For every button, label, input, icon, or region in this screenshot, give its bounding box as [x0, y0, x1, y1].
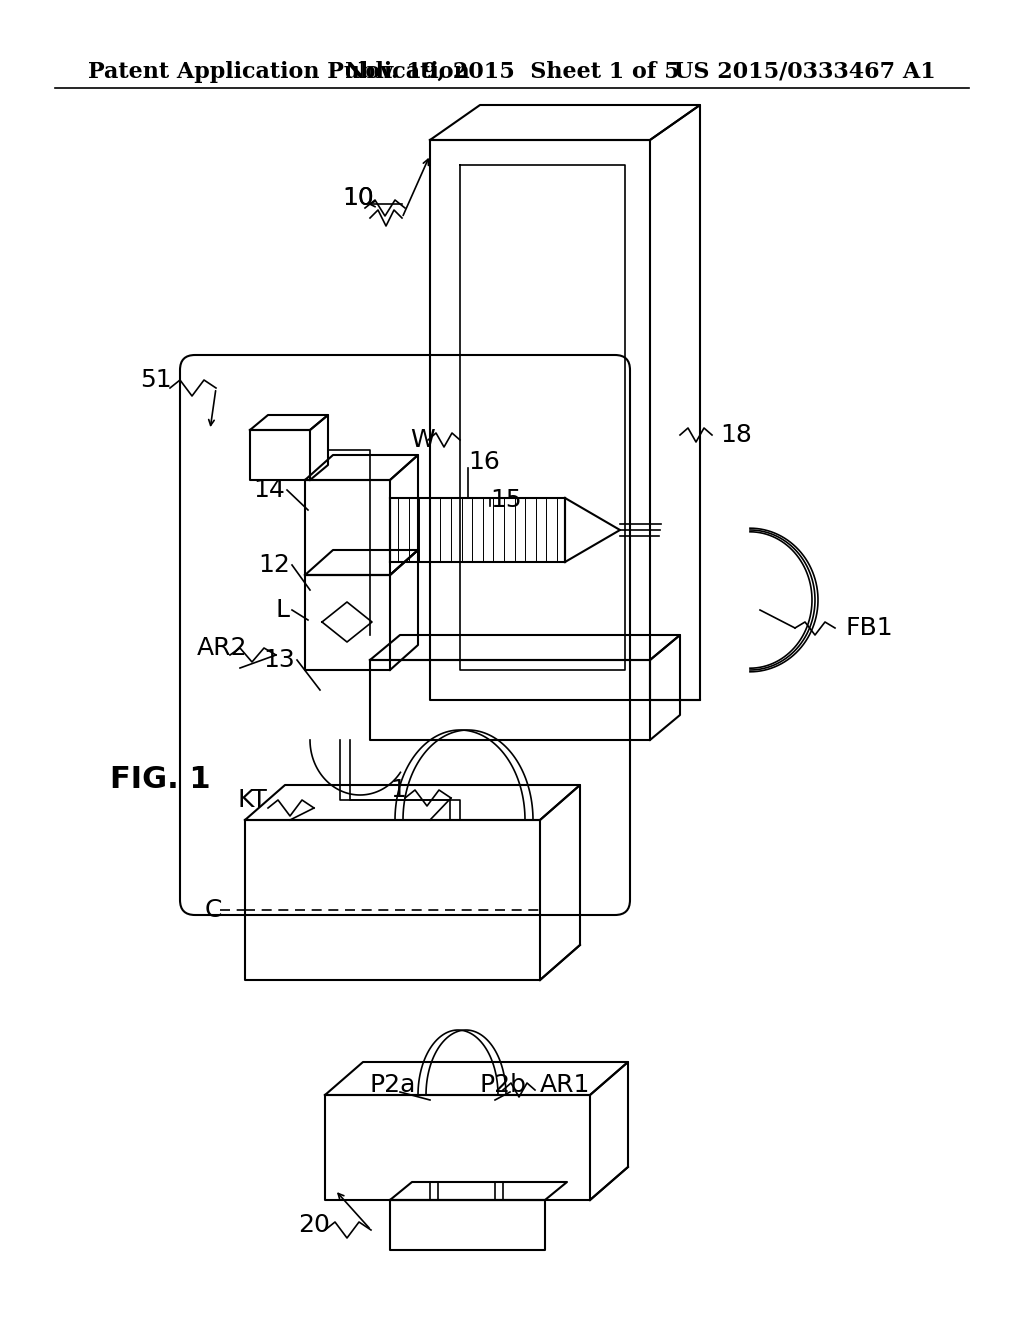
Text: C: C [205, 898, 222, 921]
Text: FIG. 1: FIG. 1 [110, 766, 211, 795]
Text: KT: KT [238, 788, 268, 812]
Text: 10: 10 [342, 186, 374, 210]
Text: 16: 16 [468, 450, 500, 474]
Text: US 2015/0333467 A1: US 2015/0333467 A1 [674, 61, 936, 83]
Text: 10: 10 [342, 186, 374, 210]
Text: 18: 18 [720, 422, 752, 447]
Text: Patent Application Publication: Patent Application Publication [88, 61, 470, 83]
Text: 51: 51 [140, 368, 172, 392]
Text: 15: 15 [490, 488, 521, 512]
Text: AR2: AR2 [197, 636, 248, 660]
Text: P2a: P2a [370, 1073, 417, 1097]
Text: P2b: P2b [480, 1073, 527, 1097]
Text: 13: 13 [263, 648, 295, 672]
Text: 20: 20 [298, 1213, 330, 1237]
Text: Nov. 19, 2015  Sheet 1 of 5: Nov. 19, 2015 Sheet 1 of 5 [345, 61, 679, 83]
Text: 14: 14 [253, 478, 285, 502]
Text: 1: 1 [390, 777, 406, 803]
Text: AR1: AR1 [540, 1073, 591, 1097]
Text: FB1: FB1 [845, 616, 893, 640]
Text: 12: 12 [258, 553, 290, 577]
Text: L: L [276, 598, 290, 622]
Text: W: W [410, 428, 435, 451]
